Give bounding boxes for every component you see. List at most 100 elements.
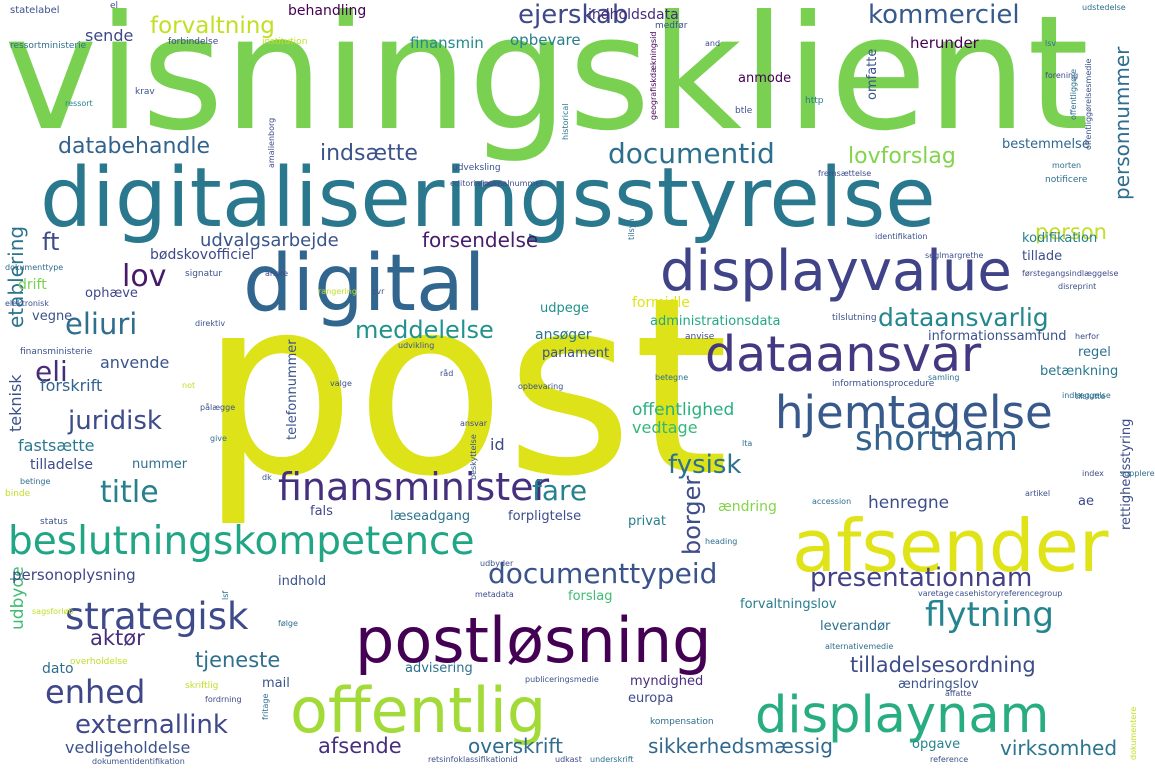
cloud-word: index	[1082, 469, 1104, 478]
cloud-word: seglmargrethe	[925, 251, 984, 260]
cloud-word: juridisk	[68, 406, 162, 436]
cloud-word: behandling	[288, 3, 367, 19]
cloud-word: flytning	[925, 595, 1054, 635]
cloud-word: tilslutte	[1075, 392, 1106, 401]
cloud-word: supplere	[1120, 469, 1155, 478]
cloud-word: eliuri	[65, 307, 138, 341]
cloud-word: herunder	[910, 34, 979, 52]
cloud-word: råd	[440, 369, 454, 378]
cloud-word: privat	[628, 514, 666, 529]
cloud-word: afsender	[792, 504, 1109, 588]
cloud-word: visningsklient	[4, 0, 1090, 166]
cloud-word: informationsprocedure	[832, 379, 935, 389]
cloud-word: disreprint	[1058, 282, 1097, 291]
cloud-word: historical	[561, 103, 570, 140]
cloud-word: notificere	[1045, 175, 1088, 185]
cloud-word: enhed	[45, 673, 146, 711]
cloud-word: fysisk	[668, 450, 742, 480]
cloud-word: førstegangsindlæggelse	[1022, 269, 1119, 278]
cloud-word: udvalgsarbejde	[200, 230, 339, 251]
cloud-word: offentlighed	[632, 400, 735, 420]
cloud-word: tillade	[1022, 249, 1063, 264]
cloud-word: heading	[705, 537, 738, 546]
cloud-word: sagsforløb	[32, 607, 74, 616]
cloud-word: kompensation	[650, 717, 714, 727]
cloud-word: herfor	[1075, 332, 1100, 341]
cloud-word: følge	[278, 619, 298, 628]
cloud-word: displayvalue	[660, 239, 1012, 304]
cloud-word: vedtage	[632, 418, 698, 437]
cloud-word: afsende	[318, 734, 402, 758]
cloud-word: finansministerie	[20, 347, 93, 357]
cloud-word: morten	[1052, 161, 1082, 170]
cloud-word: ft	[42, 228, 60, 256]
cloud-word: borger	[678, 475, 706, 555]
cloud-word: signatur	[185, 269, 223, 279]
cloud-word: forbindelse	[168, 37, 219, 47]
cloud-word: fritage	[261, 693, 270, 720]
cloud-word: andre	[265, 269, 289, 278]
cloud-word: kodifikation	[1022, 231, 1098, 246]
cloud-word: identifikation	[875, 232, 928, 241]
cloud-word: telefonnummer	[285, 339, 300, 440]
cloud-word: eli	[35, 355, 68, 388]
cloud-word: hjemtagelse	[775, 386, 1053, 439]
cloud-word: displaynam	[755, 686, 1050, 745]
cloud-word: varetage	[918, 589, 954, 598]
cloud-word: betinge	[20, 477, 51, 486]
cloud-word: http	[805, 96, 824, 106]
cloud-word: forslag	[568, 589, 613, 604]
cloud-word: ændringslov	[898, 677, 979, 692]
cloud-word: personoplysning	[12, 566, 136, 584]
cloud-word: udveksling	[452, 163, 501, 173]
cloud-word: krav	[135, 87, 155, 97]
cloud-word: institution	[262, 37, 308, 47]
cloud-word: sende	[85, 26, 134, 45]
cloud-word: offentliggørelsesmedie	[1084, 58, 1093, 150]
cloud-word: regel	[1078, 345, 1111, 360]
cloud-word: finansminister	[278, 465, 550, 509]
cloud-word: artikel	[1025, 489, 1051, 498]
cloud-word: ressortministerie	[10, 41, 87, 51]
cloud-word: anvende	[100, 353, 170, 372]
cloud-word: not	[182, 381, 196, 390]
cloud-word: metadata	[475, 590, 514, 599]
cloud-word: give	[210, 434, 227, 443]
cloud-word: samling	[928, 373, 960, 382]
cloud-word: overskrift	[468, 734, 563, 758]
cloud-word: personnummer	[1110, 46, 1134, 200]
cloud-word: valge	[330, 379, 352, 388]
cloud-word: alternativemedie	[825, 642, 894, 651]
cloud-word: forskrift	[40, 376, 103, 395]
cloud-word: geografiskdækningsid	[649, 31, 658, 120]
cloud-word: lta	[742, 439, 753, 448]
cloud-word: ansvar	[460, 419, 488, 428]
cloud-word: leverandør	[820, 619, 891, 634]
cloud-word: indholdsdata	[588, 7, 679, 23]
cloud-word: aktør	[90, 626, 145, 650]
cloud-word: dk	[262, 473, 272, 482]
cloud-word: kommerciel	[868, 0, 1020, 30]
cloud-word: digitaliseringsstyrelse	[40, 151, 936, 246]
cloud-word: post	[200, 245, 730, 530]
cloud-word: skriftlig	[185, 681, 219, 691]
cloud-word: casehistoryreferencegroup	[955, 589, 1063, 598]
cloud-word: affatte	[945, 689, 972, 698]
cloud-word: udbyder	[480, 559, 514, 568]
cloud-word: tilladelse	[30, 457, 94, 473]
cloud-word: vegne	[32, 309, 73, 324]
cloud-word: betegne	[655, 373, 689, 382]
cloud-word: læseadgang	[390, 509, 471, 524]
cloud-word: el	[110, 1, 119, 11]
cloud-word: dataansvarlig	[878, 303, 1049, 332]
cloud-word: henregne	[868, 493, 950, 513]
cloud-word: underskrift	[590, 755, 634, 764]
cloud-word: publiceringsmedie	[525, 675, 599, 684]
cloud-word: forvaltningslov	[740, 597, 837, 612]
cloud-word: tilsyn	[627, 218, 636, 240]
cloud-word: udvikling	[398, 341, 435, 350]
cloud-word: mail	[262, 676, 290, 691]
cloud-word: rangering	[318, 287, 357, 296]
cloud-word: indsætte	[320, 141, 418, 166]
cloud-word: lov	[122, 259, 167, 294]
